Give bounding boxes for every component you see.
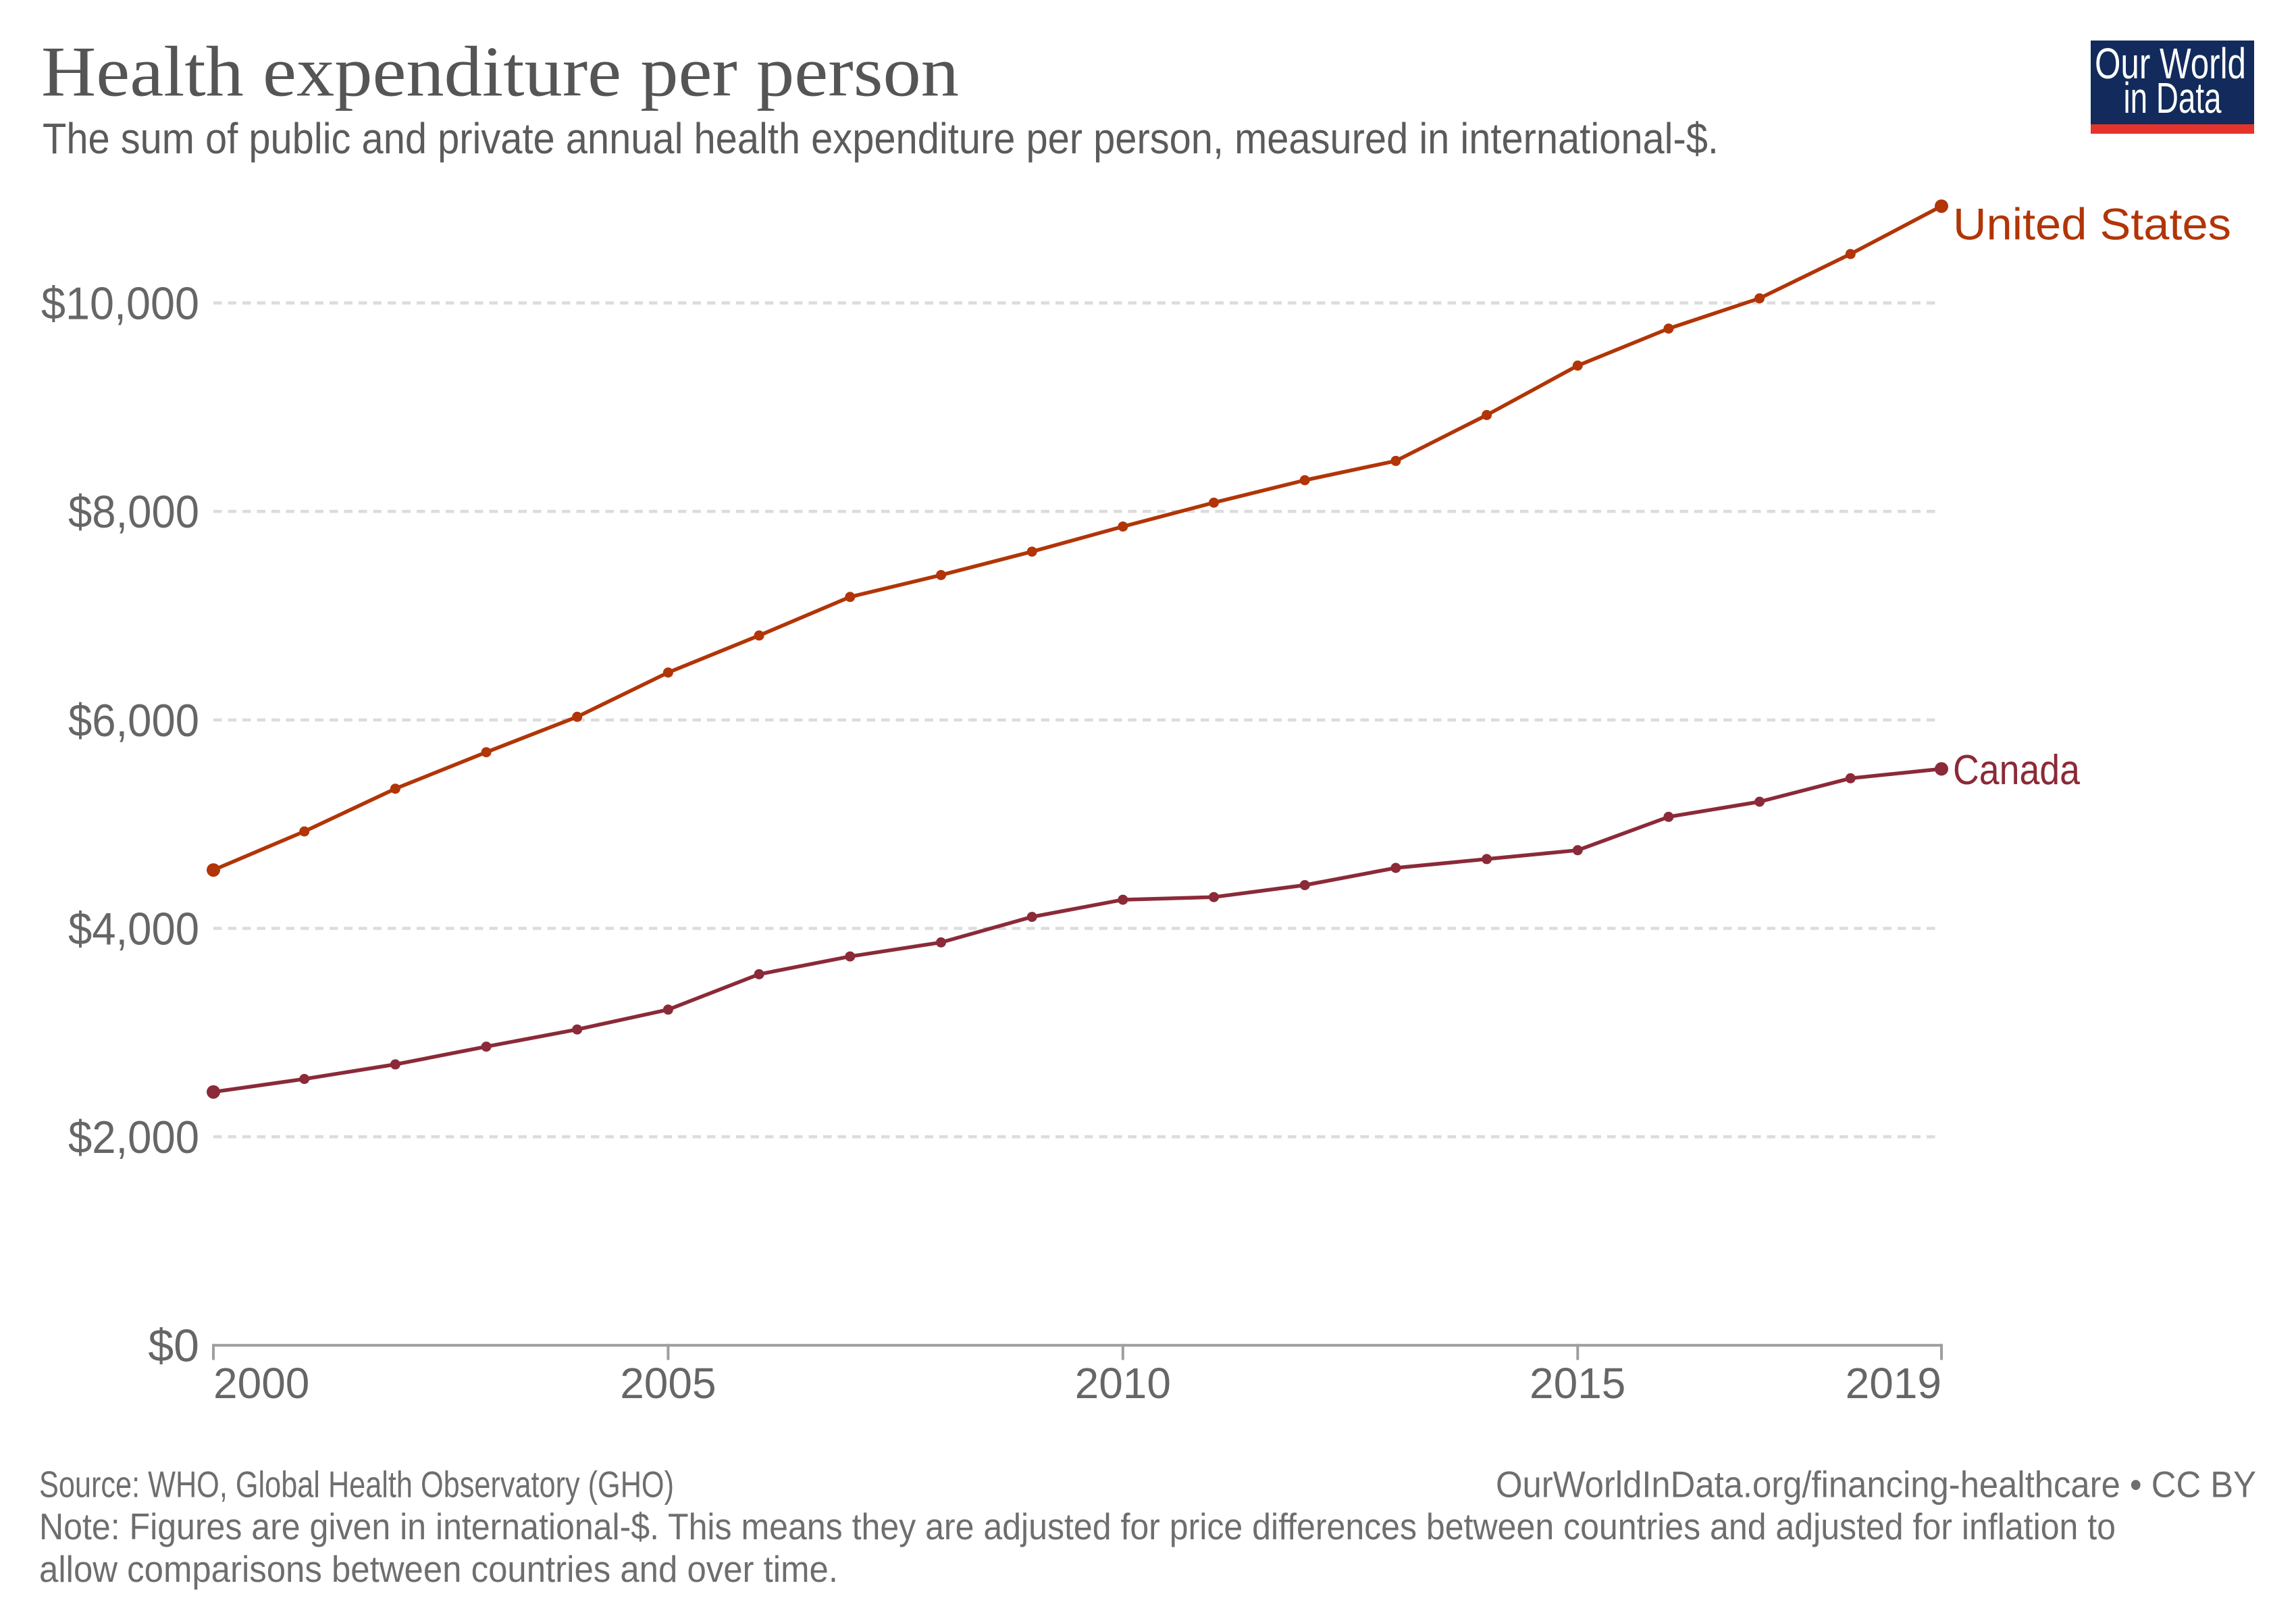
svg-text:$4,000: $4,000 — [68, 904, 199, 955]
svg-text:2010: 2010 — [1075, 1359, 1171, 1408]
svg-text:2000: 2000 — [213, 1359, 309, 1408]
svg-text:Source: WHO, Global Health Obs: Source: WHO, Global Health Observatory (… — [39, 1464, 674, 1506]
svg-text:$0: $0 — [148, 1320, 199, 1372]
svg-text:Health expenditure per person: Health expenditure per person — [41, 32, 959, 111]
svg-text:Our World: Our World — [2095, 39, 2246, 88]
svg-text:2005: 2005 — [620, 1359, 716, 1408]
svg-text:Note: Figures are given in int: Note: Figures are given in international… — [39, 1506, 2116, 1547]
svg-text:United States: United States — [1953, 199, 2231, 249]
svg-text:The sum of public and private: The sum of public and private annual hea… — [43, 114, 1719, 163]
svg-text:$6,000: $6,000 — [68, 695, 199, 746]
svg-text:$10,000: $10,000 — [41, 278, 199, 330]
svg-text:$2,000: $2,000 — [68, 1112, 199, 1163]
svg-text:2019: 2019 — [1846, 1359, 1941, 1408]
svg-text:allow comparisons between coun: allow comparisons between countries and … — [39, 1548, 838, 1590]
svg-text:Canada: Canada — [1953, 747, 2080, 794]
svg-text:2015: 2015 — [1530, 1359, 1625, 1408]
svg-text:$8,000: $8,000 — [68, 486, 199, 538]
svg-text:OurWorldInData.org/financing-h: OurWorldInData.org/financing-healthcare … — [1496, 1464, 2256, 1506]
svg-text:in Data: in Data — [2124, 74, 2222, 122]
